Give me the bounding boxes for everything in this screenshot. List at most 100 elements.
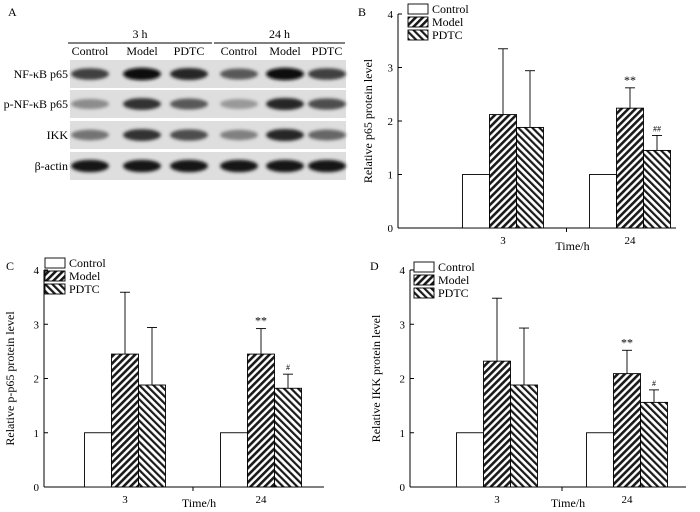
y-tick-label: 3: [388, 63, 394, 75]
blot-band: [123, 129, 161, 141]
x-tick-label: 24: [625, 235, 637, 247]
lane-label: PDTC: [174, 44, 205, 58]
blot-band: [220, 68, 258, 80]
blot-band: [308, 98, 346, 110]
bar-control-24: [220, 432, 248, 488]
protein-label: β-actin: [35, 159, 68, 173]
bar-pdtc-3: [516, 126, 544, 229]
legend-label: Model: [432, 15, 464, 29]
bar-pdtc-3: [138, 384, 166, 488]
blot-rows: NF-κB p65 p-NF-κB p65 IKK β-actin: [4, 60, 346, 180]
legend-swatch: [413, 274, 435, 286]
significance-label: ##: [653, 124, 661, 133]
y-tick-label: 3: [34, 319, 40, 331]
bar-pdtc-3: [510, 384, 538, 488]
legend-label: Model: [69, 269, 101, 283]
y-tick-label: 2: [400, 374, 406, 386]
bar-control-24: [589, 174, 617, 229]
bar-control-3: [84, 432, 112, 488]
bar-pdtc-24: [640, 401, 668, 488]
lane-label: PDTC: [312, 44, 343, 58]
blot-band: [266, 159, 304, 173]
legend-label: Control: [69, 256, 106, 270]
chart-panel-d: D 0 1 2 3 4 3 ** #24 Time/h Relative IKK protein l…: [369, 259, 686, 510]
blot-band: [71, 68, 109, 80]
chart-panel-c: C 0 1 2 3 4 3 ** #24 Time/h Relative p-p65 protein…: [3, 256, 324, 510]
significance-label: #: [652, 379, 656, 388]
y-tick-label: 4: [388, 9, 394, 21]
y-tick-label: 2: [34, 374, 40, 386]
x-tick-label: 3: [494, 494, 500, 506]
lane-label: Control: [72, 44, 109, 58]
x-tick-label: 3: [122, 494, 128, 506]
blot-band: [266, 128, 304, 142]
blot-band: [220, 159, 258, 173]
time-group-label: 3 h: [133, 27, 148, 41]
time-group-label: 24 h: [269, 27, 290, 41]
legend-label: PDTC: [438, 286, 469, 300]
y-axis-label: Relative IKK protein level: [369, 314, 383, 442]
y-tick-label: 0: [388, 223, 394, 235]
lane-label: Control: [221, 44, 258, 58]
y-tick-label: 4: [400, 265, 406, 277]
y-tick-label: 1: [400, 428, 406, 440]
x-tick-label: 24: [622, 494, 634, 506]
legend-swatch: [407, 29, 429, 41]
x-axis-label: Time/h: [555, 239, 589, 253]
y-axis-label: Relative p-p65 protein level: [3, 311, 17, 446]
bar-model-3: [111, 353, 139, 488]
blot-band: [220, 129, 258, 141]
legend-label: Model: [438, 273, 470, 287]
y-tick-label: 0: [34, 482, 40, 494]
significance-label: **: [255, 314, 267, 328]
blot-band: [220, 99, 258, 109]
legend-swatch: [44, 270, 66, 282]
blot-band: [71, 129, 109, 141]
x-axis-label: Time/h: [182, 496, 216, 510]
blot-band: [71, 98, 109, 110]
blot-band: [308, 68, 346, 80]
blot-band: [308, 129, 346, 141]
bar-model-24: [247, 353, 275, 488]
significance-label: #: [286, 363, 290, 372]
significance-label: **: [624, 73, 636, 87]
y-tick-label: 4: [34, 265, 40, 277]
panel-letter: D: [370, 259, 379, 273]
lane-label: Model: [126, 44, 158, 58]
bar-model-24: [616, 107, 644, 229]
blot-band: [71, 159, 109, 173]
x-axis-label: Time/h: [551, 496, 585, 510]
x-tick-label: 3: [500, 235, 506, 247]
blot-band: [266, 97, 304, 111]
x-tick-label: 24: [256, 494, 268, 506]
legend-swatch: [44, 283, 66, 295]
legend-swatch: [413, 287, 435, 299]
legend-label: PDTC: [432, 28, 463, 42]
western-blot-panel: A 3 h 24 h Control Model PDTC Control Model PDT…: [4, 5, 346, 180]
y-tick-label: 1: [34, 428, 40, 440]
bar-model-3: [489, 114, 517, 229]
protein-label: NF-κB p65: [14, 67, 68, 81]
blot-band: [123, 159, 161, 173]
protein-label: IKK: [47, 128, 69, 142]
blot-band: [266, 67, 304, 81]
lane-label: Model: [269, 44, 301, 58]
blot-band: [170, 129, 208, 141]
blot-band: [170, 159, 208, 173]
protein-label: p-NF-κB p65: [4, 97, 68, 111]
legend-label: Control: [438, 260, 475, 274]
blot-band: [123, 67, 161, 81]
bar-control-3: [462, 174, 490, 229]
y-axis-label: Relative p65 protein level: [361, 58, 375, 183]
bar-pdtc-24: [643, 149, 671, 229]
y-tick-label: 0: [400, 482, 406, 494]
panel-letter: C: [6, 259, 14, 273]
blot-band: [123, 98, 161, 110]
panel-letter: B: [358, 5, 366, 19]
blot-header: 3 h 24 h Control Model PDTC Control Model PDTC: [68, 27, 345, 58]
legend-swatch: [44, 257, 66, 269]
legend-swatch: [407, 3, 429, 15]
blot-band: [308, 159, 346, 173]
bar-control-3: [456, 432, 484, 488]
